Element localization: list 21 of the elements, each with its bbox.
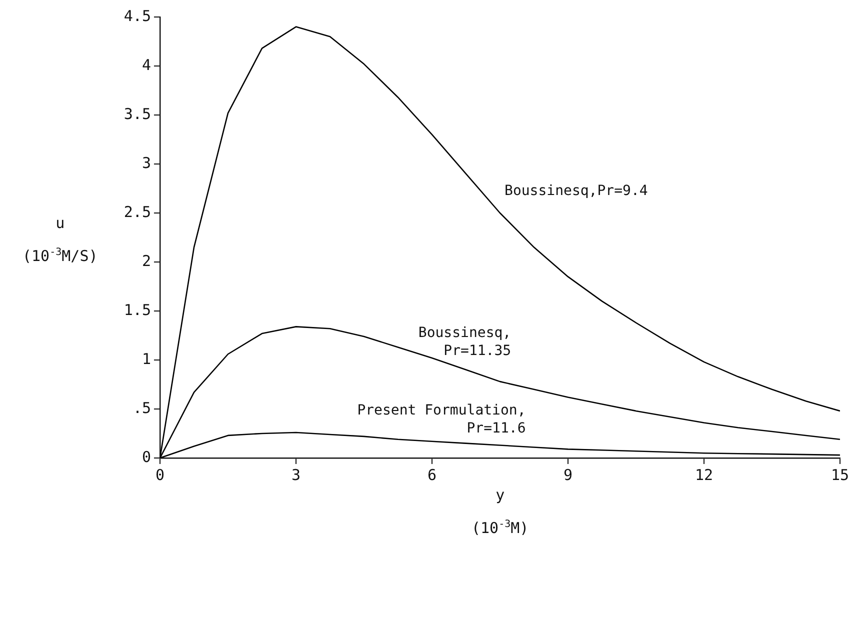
y-tick-label: 4.5 bbox=[124, 6, 151, 25]
y-axis-title: u (10$^{-3}$M/S) bbox=[22, 212, 98, 266]
x-axis-title: y (10$^{-3}$M) bbox=[471, 485, 529, 539]
series-label: Boussinesq, Pr=11.35 bbox=[418, 325, 512, 360]
y-tick-label: 1.5 bbox=[124, 300, 151, 319]
y-tick-label: .5 bbox=[132, 398, 151, 417]
y-tick-label: 2.5 bbox=[124, 202, 151, 221]
y-tick-label: 3 bbox=[142, 154, 151, 172]
y-tick-label: 2 bbox=[142, 252, 151, 270]
y-tick-label: 0 bbox=[142, 448, 151, 466]
x-tick-label: 15 bbox=[830, 466, 849, 484]
x-tick-label: 12 bbox=[694, 466, 714, 484]
x-tick-label: 9 bbox=[563, 466, 572, 484]
y-tick-label: 4 bbox=[142, 56, 151, 74]
x-tick-label: 3 bbox=[291, 466, 301, 484]
series-label: Boussinesq,Pr=9.4 bbox=[504, 183, 648, 200]
x-tick-label: 0 bbox=[155, 466, 165, 484]
y-tick-label: 1 bbox=[142, 350, 151, 368]
y-tick-label: 3.5 bbox=[124, 104, 151, 123]
series-label: Present Formulation, Pr=11.6 bbox=[357, 402, 526, 437]
x-tick-label: 6 bbox=[427, 466, 437, 484]
